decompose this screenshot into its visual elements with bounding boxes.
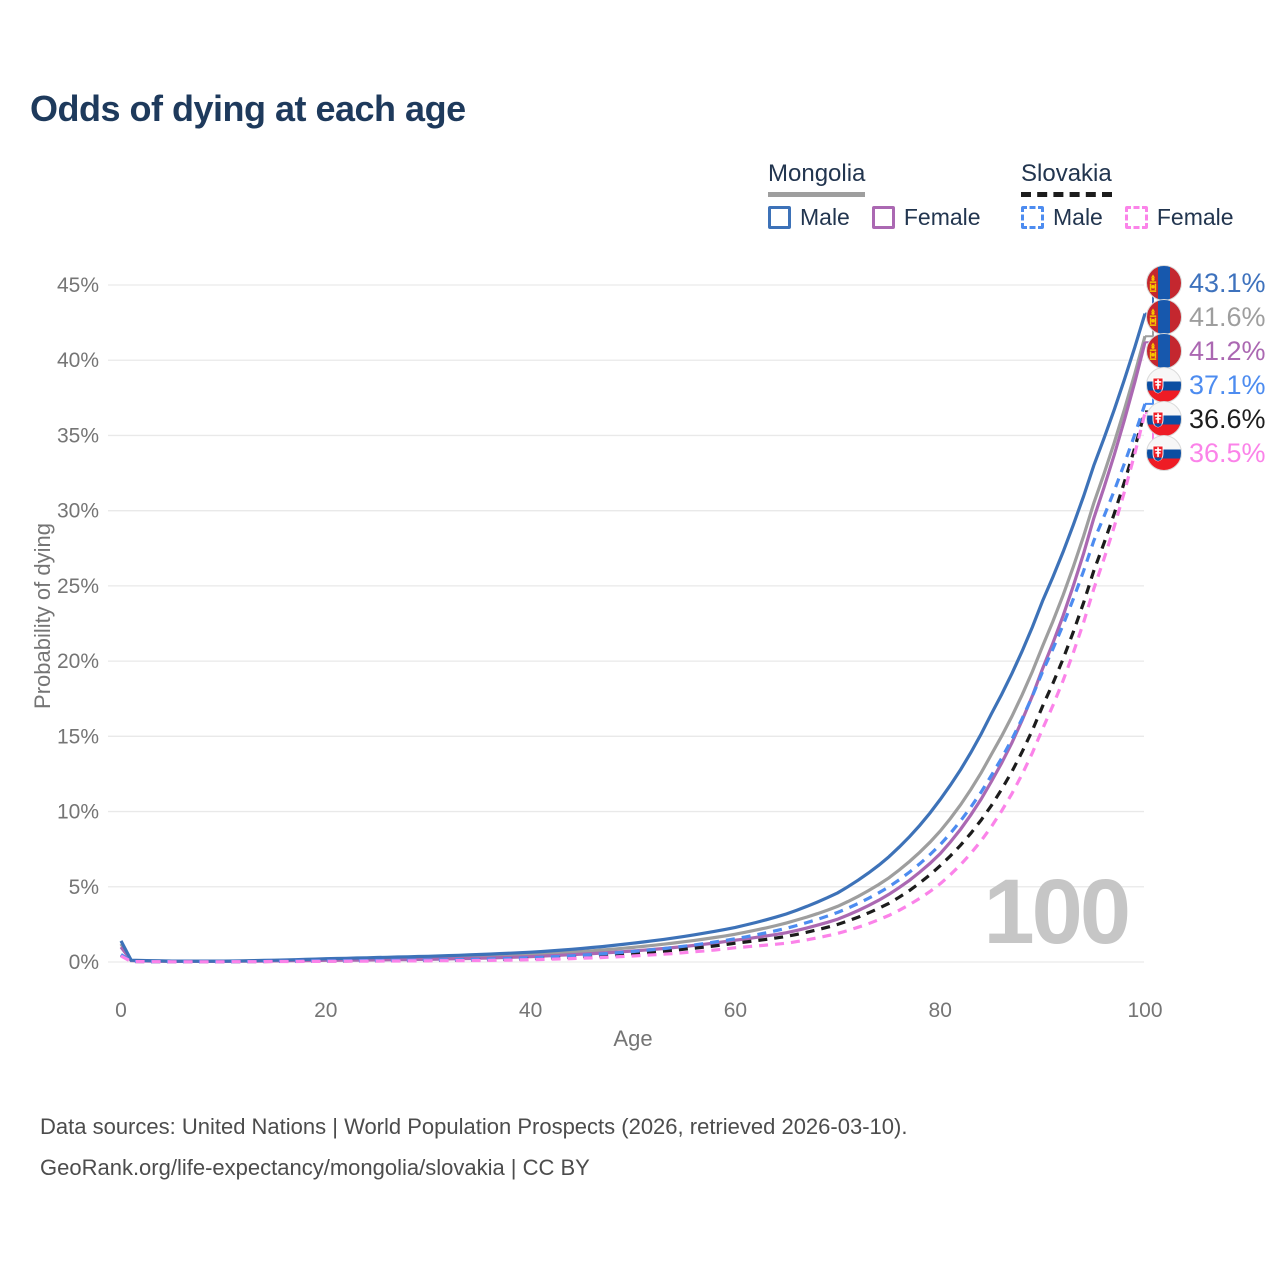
legend-group-mongolia: Mongolia Male Female <box>768 160 981 231</box>
end-label-value: 41.2% <box>1189 335 1266 366</box>
end-label-row-slovakia: 37.1% <box>1146 367 1266 403</box>
legend-swatch-icon <box>768 206 791 229</box>
slovakia-flag-icon <box>1146 367 1182 403</box>
y-tick-label: 45% <box>57 274 99 297</box>
legend-country-label: Mongolia <box>768 160 866 187</box>
page-title: Odds of dying at each age <box>30 88 466 129</box>
end-label-row-mongolia: 41.6% <box>1146 299 1266 335</box>
y-tick-label: 5% <box>69 876 99 899</box>
x-tick-label: 0 <box>115 999 127 1022</box>
legend-item-label: Female <box>903 204 981 230</box>
y-tick-label: 0% <box>69 951 99 974</box>
y-tick-label: 30% <box>57 500 99 523</box>
y-axis-label: Probability of dying <box>30 523 55 709</box>
x-tick-label: 100 <box>1127 999 1162 1022</box>
legend-swatch-icon <box>1021 206 1044 229</box>
legend-item-label: Female <box>1156 204 1234 230</box>
mongolia-flag-icon <box>1146 299 1182 335</box>
y-tick-label: 15% <box>57 725 99 748</box>
mongolia-flag-icon <box>1146 333 1182 369</box>
end-label-value: 36.5% <box>1189 437 1266 468</box>
footer: Data sources: United Nations | World Pop… <box>40 1106 907 1188</box>
series-line-slovakia-female <box>120 412 1147 964</box>
y-tick-label: 35% <box>57 424 99 447</box>
legend-item-slovakia-female[interactable]: Female <box>1124 204 1234 231</box>
x-axis-label: Age <box>613 1026 653 1051</box>
y-tick-label: 25% <box>57 575 99 598</box>
end-label-value: 36.6% <box>1189 403 1266 434</box>
end-label-row-slovakia: 36.5% <box>1146 435 1266 471</box>
slovakia-flag-icon <box>1146 435 1182 471</box>
x-tick-label: 60 <box>724 999 747 1022</box>
x-tick-label: 80 <box>929 999 952 1022</box>
legend-country-label: Slovakia <box>1021 160 1112 187</box>
legend-underline-solid <box>768 192 866 197</box>
mongolia-flag-icon <box>1146 265 1182 301</box>
y-tick-label: 20% <box>57 650 99 673</box>
series-line-slovakia-male <box>120 403 1147 964</box>
legend-item-label: Male <box>1053 204 1103 230</box>
watermark-age-100: 100 <box>983 861 1131 963</box>
x-tick-label: 40 <box>519 999 542 1022</box>
legend-item-mongolia-female[interactable]: Female <box>871 204 981 231</box>
footer-url-line: GeoRank.org/life-expectancy/mongolia/slo… <box>40 1155 590 1180</box>
slovakia-flag-icon <box>1146 401 1182 437</box>
series-line-mongolia-male <box>119 313 1147 963</box>
y-tick-label: 40% <box>57 349 99 372</box>
end-label-value: 41.6% <box>1189 301 1266 332</box>
end-label-value: 43.1% <box>1189 267 1266 298</box>
footer-source-line: Data sources: United Nations | World Pop… <box>40 1114 908 1139</box>
series-line-slovakia <box>120 410 1147 964</box>
legend-item-mongolia-male[interactable]: Male <box>768 204 850 231</box>
legend-header-slovakia[interactable]: Slovakia <box>1021 160 1112 197</box>
end-label-row-slovakia: 36.6% <box>1146 401 1266 437</box>
x-tick-label: 20 <box>314 999 337 1022</box>
legend-underline-dashed <box>1021 192 1112 197</box>
end-label-row-mongolia: 41.2% <box>1146 333 1266 369</box>
legend-group-slovakia: Slovakia Male Female <box>1021 160 1234 231</box>
legend-item-label: Male <box>800 204 850 230</box>
end-label-value: 37.1% <box>1189 369 1266 400</box>
legend-header-mongolia[interactable]: Mongolia <box>768 160 866 197</box>
legend-swatch-icon <box>871 206 895 229</box>
legend-swatch-icon <box>1124 206 1148 229</box>
end-label-row-mongolia: 43.1% <box>1146 265 1266 301</box>
legend-item-slovakia-male[interactable]: Male <box>1021 204 1103 231</box>
y-tick-label: 10% <box>57 801 99 824</box>
